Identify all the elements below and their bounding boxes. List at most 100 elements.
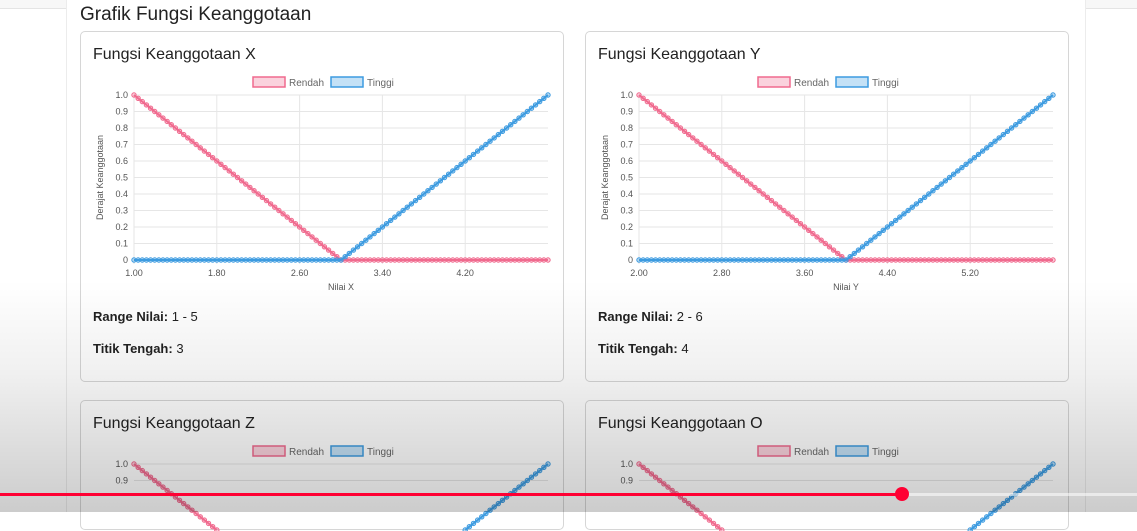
data-point-rendah xyxy=(731,168,737,174)
data-point-tinggi xyxy=(474,517,481,523)
data-point-tinggi xyxy=(396,211,402,217)
legend-label-low: Rendah xyxy=(794,78,829,89)
data-point-rendah xyxy=(648,471,655,477)
data-point-rendah xyxy=(636,461,642,467)
data-point-rendah xyxy=(685,500,692,507)
midpoint-value: 4 xyxy=(681,341,689,356)
data-point-tinggi xyxy=(379,224,386,230)
data-point-tinggi xyxy=(545,92,551,98)
y-tick-label: 1.0 xyxy=(115,90,128,100)
data-point-rendah xyxy=(317,240,324,247)
data-point-tinggi xyxy=(354,244,361,250)
data-point-tinggi xyxy=(959,164,965,171)
data-point-tinggi xyxy=(1000,131,1007,138)
chart-legend: Rendah Tinggi xyxy=(757,445,899,458)
data-point-tinggi xyxy=(474,148,481,154)
data-point-tinggi xyxy=(429,184,435,191)
data-point-rendah xyxy=(661,481,667,487)
x-tick-label: 3.60 xyxy=(796,268,814,278)
data-point-rendah xyxy=(292,221,299,227)
data-point-rendah xyxy=(665,115,671,121)
data-point-rendah xyxy=(147,105,154,111)
y-tick-label: 0.7 xyxy=(115,140,128,150)
video-progress-scrubber[interactable] xyxy=(894,487,909,501)
data-point-tinggi xyxy=(491,504,497,510)
data-point-tinggi xyxy=(387,217,394,224)
data-point-tinggi xyxy=(537,98,543,105)
data-point-rendah xyxy=(247,184,253,191)
data-point-tinggi xyxy=(1037,471,1044,477)
data-point-rendah xyxy=(218,161,224,168)
data-point-tinggi xyxy=(955,168,961,174)
data-point-tinggi xyxy=(967,158,973,164)
y-tick-label: 0.9 xyxy=(115,476,128,486)
x-tick-label: 2.80 xyxy=(713,268,731,278)
membership-chart-x: Rendah Tinggi 0 0.1 0.2 0.3 0.4 0.5 0.6 0.7 0.8 0.9… xyxy=(95,76,551,292)
data-point-tinggi xyxy=(901,211,907,217)
data-point-tinggi xyxy=(346,250,352,257)
midpoint-info: Titik Tengah: 3 xyxy=(93,341,184,356)
data-point-tinggi xyxy=(1033,474,1040,480)
data-point-tinggi xyxy=(868,237,874,243)
data-point-tinggi xyxy=(1042,467,1048,474)
data-point-rendah xyxy=(284,214,290,220)
y-tick-label: 0.6 xyxy=(115,156,128,166)
data-point-tinggi xyxy=(942,178,949,184)
data-point-rendah xyxy=(640,95,646,101)
data-point-rendah xyxy=(644,467,650,474)
data-point-tinggi xyxy=(930,188,936,194)
data-point-rendah xyxy=(152,477,158,484)
data-point-rendah xyxy=(172,125,179,131)
data-point-tinggi xyxy=(917,197,924,204)
data-point-rendah xyxy=(640,464,646,470)
data-point-tinggi xyxy=(950,171,957,177)
data-point-tinggi xyxy=(975,151,982,158)
y-tick-label: 0.1 xyxy=(115,239,128,249)
data-point-rendah xyxy=(330,250,336,257)
legend-swatch-low xyxy=(252,445,286,457)
data-point-rendah xyxy=(735,171,742,177)
chart-card-o: Fungsi Keanggotaan O Rendah Tinggi 0.9 1.0 xyxy=(585,400,1069,531)
data-point-tinggi xyxy=(888,221,895,227)
data-point-tinggi xyxy=(851,250,857,257)
data-point-tinggi xyxy=(971,524,978,530)
range-value: 2 - 6 xyxy=(676,309,703,324)
data-point-rendah xyxy=(205,520,212,527)
data-point-tinggi xyxy=(545,461,551,467)
data-point-rendah xyxy=(238,178,245,184)
legend-swatch-high xyxy=(330,445,364,457)
data-point-tinggi xyxy=(425,188,431,194)
card-title: Fungsi Keanggotaan Y xyxy=(598,46,761,63)
data-point-tinggi xyxy=(913,201,920,207)
data-point-tinggi xyxy=(1017,118,1023,125)
data-point-rendah xyxy=(669,487,675,494)
data-point-rendah xyxy=(818,237,824,243)
data-point-tinggi xyxy=(532,471,539,477)
data-point-tinggi xyxy=(1008,125,1015,131)
data-point-rendah xyxy=(156,481,162,487)
data-point-rendah xyxy=(681,497,688,503)
y-tick-label: 0.7 xyxy=(620,140,633,150)
legend-label-high: Tinggi xyxy=(367,78,394,89)
data-point-tinggi xyxy=(359,240,365,247)
data-point-tinggi xyxy=(541,95,547,101)
data-point-tinggi xyxy=(524,477,530,484)
data-point-tinggi xyxy=(470,151,477,158)
data-point-tinggi xyxy=(1046,464,1052,470)
data-point-tinggi xyxy=(367,234,373,240)
range-value: 1 - 5 xyxy=(171,309,198,324)
range-label: Range Nilai: xyxy=(93,309,169,324)
data-point-rendah xyxy=(164,118,170,125)
data-point-tinggi xyxy=(864,240,870,247)
data-point-tinggi xyxy=(1050,92,1056,98)
data-point-tinggi xyxy=(412,197,419,204)
data-point-tinggi xyxy=(872,234,878,240)
data-point-rendah xyxy=(677,125,684,131)
data-point-rendah xyxy=(185,504,191,510)
legend-label-low: Rendah xyxy=(289,78,324,89)
data-point-tinggi xyxy=(541,464,547,470)
data-point-tinggi xyxy=(466,155,473,161)
data-point-tinggi xyxy=(450,168,456,174)
data-point-rendah xyxy=(723,161,729,168)
data-point-rendah xyxy=(255,191,261,197)
